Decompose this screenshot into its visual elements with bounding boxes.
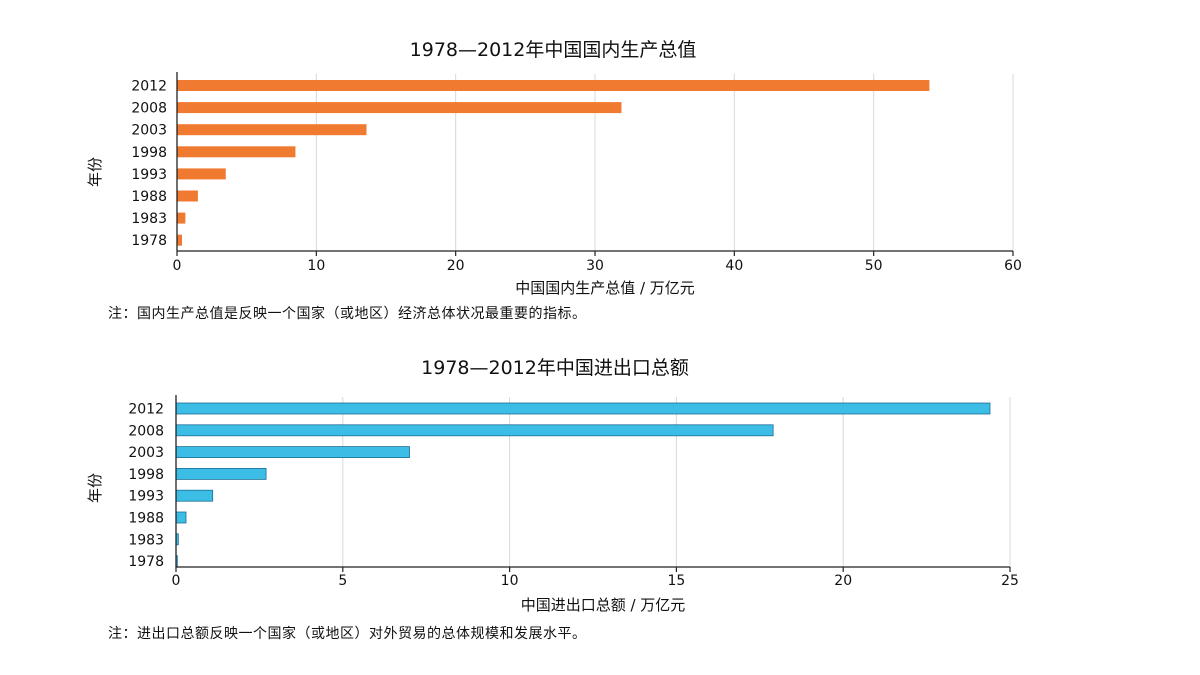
trade-category-label: 1988 (128, 511, 164, 527)
gdp-bar-1988 (177, 190, 198, 202)
trade-x-axis-title: 中国进出口总额 / 万亿元 (521, 596, 686, 614)
gdp-category-label: 2008 (131, 101, 167, 117)
trade-note: 注：进出口总额反映一个国家（或地区）对外贸易的总体规模和发展水平。 (108, 626, 587, 642)
gdp-x-tick-label: 10 (307, 258, 325, 274)
gdp-x-tick-label: 30 (586, 258, 604, 274)
gdp-bar-1983 (177, 212, 186, 224)
trade-chart-title: 1978—2012年中国进出口总额 (421, 357, 689, 379)
gdp-category-label: 2012 (131, 79, 167, 95)
trade-category-label: 1993 (128, 489, 164, 505)
trade-bar-1998 (175, 468, 267, 480)
gdp-bar-2003 (177, 124, 367, 136)
trade-category-label: 1998 (128, 467, 164, 483)
trade-bar-2003 (175, 446, 410, 458)
gdp-category-label: 1978 (131, 233, 167, 249)
gdp-category-label: 1998 (131, 145, 167, 161)
gdp-note: 注：国内生产总值是反映一个国家（或地区）经济总体状况最重要的指标。 (108, 306, 587, 322)
trade-x-tick-label: 25 (1001, 573, 1019, 589)
gdp-bar-2012 (177, 80, 930, 91)
gdp-chart-title: 1978—2012年中国国内生产总值 (410, 39, 697, 61)
trade-y-axis-title: 年份 (86, 473, 104, 503)
trade-chart-svg: 1978—2012年中国进出口总额 2012 2008 2003 1998 1993 198… (86, 357, 1019, 614)
gdp-x-tick-label: 60 (1004, 258, 1022, 274)
gdp-category-label: 1983 (131, 211, 167, 227)
gdp-bar-1998 (177, 146, 296, 158)
gdp-y-axis-title: 年份 (86, 157, 104, 187)
gdp-category-label: 2003 (131, 123, 167, 139)
trade-bar-1993 (175, 489, 214, 502)
trade-x-tick-label: 20 (834, 573, 852, 589)
trade-category-label: 1978 (128, 554, 164, 570)
trade-category-label: 1983 (128, 532, 164, 548)
trade-chart: 1978—2012年中国进出口总额 2012 2008 2003 1998 1993 198… (0, 345, 1200, 675)
gdp-chart-svg: 1978—2012年中国国内生产总值 2012 2008 2003 1998 1993 19… (86, 39, 1022, 297)
trade-category-label: 2008 (128, 423, 164, 439)
gdp-x-tick-label: 50 (865, 258, 883, 274)
gdp-chart: 1978—2012年中国国内生产总值 2012 2008 2003 1998 1993 19… (0, 0, 1200, 335)
trade-category-label: 2003 (128, 445, 164, 461)
gdp-x-tick-label: 40 (725, 258, 743, 274)
gdp-bar-2008 (177, 102, 622, 114)
gdp-category-label: 1993 (131, 167, 167, 183)
gdp-x-axis-title: 中国国内生产总值 / 万亿元 (515, 279, 695, 297)
trade-x-tick-label: 10 (501, 573, 519, 589)
gdp-x-tick-label: 20 (447, 258, 465, 274)
trade-x-tick-label: 0 (172, 573, 181, 589)
trade-category-label: 2012 (128, 402, 164, 418)
trade-bar-1988 (175, 511, 187, 524)
trade-bar-2012 (175, 402, 991, 415)
trade-x-tick-label: 5 (338, 573, 347, 589)
trade-bar-2008 (175, 424, 774, 437)
gdp-bar-1993 (177, 168, 226, 180)
gdp-x-tick-label: 0 (173, 258, 182, 274)
gdp-category-label: 1988 (131, 189, 167, 205)
gdp-bar-1978 (177, 234, 183, 246)
trade-x-tick-label: 15 (667, 573, 685, 589)
